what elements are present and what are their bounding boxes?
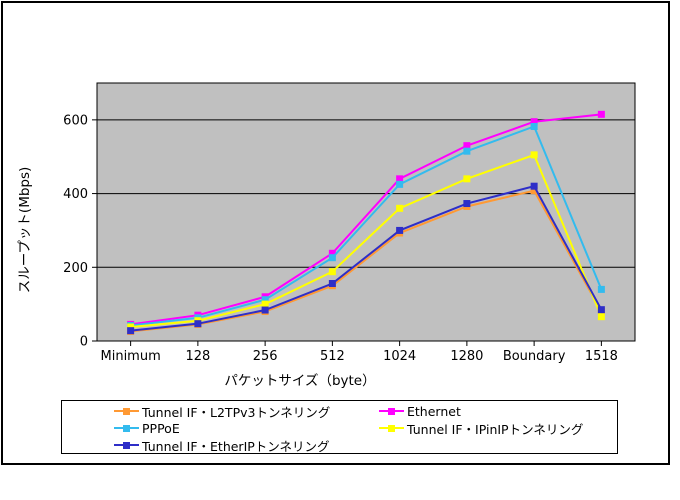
data-point-marker bbox=[194, 320, 202, 328]
data-point-marker bbox=[127, 323, 135, 331]
data-point-marker bbox=[530, 122, 538, 130]
series-line bbox=[130, 185, 603, 332]
data-point-marker bbox=[261, 306, 269, 314]
data-point-marker bbox=[328, 268, 336, 276]
y-axis-title: スループット(Mbps) bbox=[17, 167, 33, 294]
legend-label: PPPoE bbox=[142, 420, 180, 436]
data-point-marker bbox=[530, 151, 538, 159]
x-axis-title: パケットサイズ（byte） bbox=[224, 373, 375, 389]
legend-item: PPPoE bbox=[114, 420, 180, 436]
x-axis-tick-label: 1280 bbox=[450, 349, 483, 364]
plot-area bbox=[96, 82, 636, 342]
data-point-marker bbox=[396, 204, 404, 212]
legend-marker-icon bbox=[379, 424, 404, 433]
data-point-marker bbox=[530, 187, 538, 195]
data-point-marker bbox=[328, 254, 336, 262]
x-axis-tick-label: Minimum bbox=[101, 349, 161, 364]
legend-marker-square bbox=[123, 441, 130, 449]
legend-label: Tunnel IF・L2TPv3トンネリング bbox=[142, 404, 331, 420]
legend-marker-icon bbox=[114, 407, 139, 416]
legend-marker-square bbox=[123, 407, 130, 415]
legend-marker-square bbox=[388, 407, 395, 415]
legend-marker-icon bbox=[114, 424, 139, 433]
y-axis-tick-label: 400 bbox=[63, 187, 88, 202]
x-axis-tick-label: 256 bbox=[253, 349, 278, 364]
data-point-marker bbox=[127, 327, 135, 335]
x-axis-tick-label: 128 bbox=[185, 349, 210, 364]
x-axis-tick-label: 1024 bbox=[383, 349, 416, 364]
legend-label: Ethernet bbox=[407, 403, 461, 419]
series-line bbox=[130, 113, 602, 326]
legend-marker-square bbox=[388, 424, 395, 432]
y-axis-tick-label: 600 bbox=[63, 113, 88, 128]
data-point-marker bbox=[396, 226, 404, 234]
data-point-marker bbox=[597, 285, 605, 293]
legend-marker-icon bbox=[379, 407, 404, 416]
series-line bbox=[130, 125, 603, 327]
data-point-marker bbox=[530, 118, 538, 126]
legend-label: Tunnel IF・IPinIPトンネリング bbox=[407, 421, 584, 437]
legend-item: Ethernet bbox=[379, 403, 461, 419]
x-axis-tick-label: 512 bbox=[320, 349, 345, 364]
legend-marker-square bbox=[123, 424, 130, 432]
legend-label: Tunnel IF・EtherIPトンネリング bbox=[142, 438, 330, 454]
legend-marker-icon bbox=[114, 441, 139, 450]
series-line bbox=[130, 153, 603, 328]
data-point-marker bbox=[396, 180, 404, 188]
x-axis-tick-label: Boundary bbox=[503, 349, 566, 364]
data-point-marker bbox=[597, 306, 605, 314]
legend-item: Tunnel IF・IPinIPトンネリング bbox=[379, 420, 584, 437]
data-point-marker bbox=[261, 296, 269, 304]
y-axis-tick-label: 200 bbox=[63, 261, 88, 276]
data-point-marker bbox=[463, 200, 471, 208]
data-point-marker bbox=[261, 300, 269, 308]
data-point-marker bbox=[597, 313, 605, 321]
data-point-marker bbox=[463, 147, 471, 155]
data-point-marker bbox=[463, 142, 471, 150]
data-point-marker bbox=[463, 175, 471, 183]
data-point-marker bbox=[396, 175, 404, 183]
legend-item: Tunnel IF・L2TPv3トンネリング bbox=[114, 403, 331, 420]
legend-item: Tunnel IF・EtherIPトンネリング bbox=[114, 437, 330, 454]
x-axis-tick-label: 1518 bbox=[585, 349, 618, 364]
data-point-marker bbox=[597, 110, 605, 118]
y-axis-tick-label: 0 bbox=[80, 335, 88, 350]
data-point-marker bbox=[328, 280, 336, 288]
data-point-marker bbox=[328, 249, 336, 257]
data-point-marker bbox=[530, 182, 538, 190]
chart-legend: Tunnel IF・L2TPv3トンネリング Ethernet PPPoE Tunne… bbox=[61, 400, 618, 454]
